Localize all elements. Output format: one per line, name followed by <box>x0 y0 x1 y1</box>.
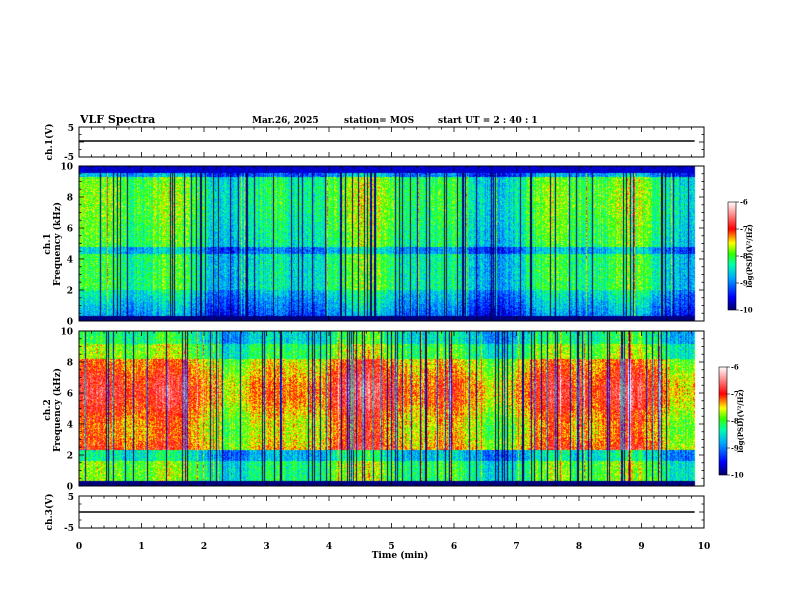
colorbar-tick-label: -6 <box>731 363 739 372</box>
colorbar-tick-label: -7 <box>740 225 748 234</box>
y-tick-label: 4 <box>67 256 73 266</box>
ch2-colorbar <box>718 366 728 476</box>
y-tick-label: 2 <box>67 452 73 462</box>
x-tick-label: 8 <box>576 542 582 552</box>
x-tick-label: 2 <box>201 542 207 552</box>
ch1-ytick-top: 5 <box>68 124 74 134</box>
ch1-ytick-bottom: -5 <box>64 153 74 163</box>
y-tick-label: 10 <box>60 328 73 338</box>
colorbar-tick-label: -7 <box>731 390 739 399</box>
y-tick-label: 6 <box>67 390 73 400</box>
colorbar-tick-label: -9 <box>740 279 748 288</box>
ch1-spectrogram-image <box>79 166 704 321</box>
colorbar-tick-label: -9 <box>731 444 739 453</box>
x-tick-label: 1 <box>138 542 144 552</box>
colorbar-tick-label: -10 <box>731 471 744 480</box>
ch1-spectrogram-panel: ch.1 Frequency (kHz) log(PSD)(V²/Hz) <box>43 165 754 322</box>
y-tick-label: 0 <box>67 483 73 493</box>
colorbar-tick-label: -10 <box>740 306 753 315</box>
ch1-spec-ylabel-prefix: ch.1 <box>43 233 53 254</box>
x-tick-label: 4 <box>326 542 332 552</box>
ch1-spec-ylabel: Frequency (kHz) <box>52 202 63 286</box>
ch3-ytick-top: 5 <box>68 493 74 503</box>
ch1-colorbar <box>727 201 737 311</box>
y-tick-label: 2 <box>67 287 73 297</box>
ch2-colorbar-label: log(PSD)(V²/Hz) <box>736 389 745 453</box>
y-tick-label: 8 <box>67 194 73 204</box>
start-ut-label: start UT = 2 : 40 : 1 <box>438 116 538 126</box>
x-tick-label: 10 <box>698 542 711 552</box>
ch1-colorbar-label: log(PSD)(V²/Hz) <box>745 224 754 288</box>
y-tick-label: 8 <box>67 359 73 369</box>
ch2-spec-ylabel: Frequency (kHz) <box>52 368 63 452</box>
x-tick-label: 3 <box>263 542 269 552</box>
x-tick-label: 9 <box>638 542 644 552</box>
y-tick-label: 10 <box>60 163 73 173</box>
x-tick-label: 0 <box>76 542 82 552</box>
ch3-ytick-bottom: -5 <box>64 524 74 534</box>
x-tick-label: 5 <box>388 542 394 552</box>
colorbar-tick-label: -8 <box>740 252 748 261</box>
ch1-waveform-panel: 5 -5 ch.1(V) <box>44 124 705 163</box>
x-axis-label: Time (min) <box>372 550 429 561</box>
y-tick-label: 6 <box>67 225 73 235</box>
x-tick-label: 7 <box>513 542 519 552</box>
colorbar-tick-label: -6 <box>740 198 748 207</box>
ch3-ylabel: ch.3(V) <box>44 494 55 531</box>
y-tick-label: 0 <box>67 318 73 328</box>
axes-group: 0 1 2 3 4 5 6 7 8 9 100246810-6-7-8-9-100246810-6-… <box>60 126 753 552</box>
colorbar-tick-label: -8 <box>731 417 739 426</box>
ch2-spectrogram-image <box>79 331 704 486</box>
x-tick-label: 6 <box>451 542 457 552</box>
ch2-spectrogram-panel: ch.2 Frequency (kHz) log(PSD)(V²/Hz) <box>43 330 745 487</box>
figure-title: VLF Spectra <box>79 113 155 126</box>
ch1-ylabel: ch.1(V) <box>44 124 55 161</box>
ch2-spec-ylabel-prefix: ch.2 <box>43 399 53 420</box>
ch3-waveform-panel: 5 -5 ch.3(V) <box>44 493 705 534</box>
date-label: Mar.26, 2025 <box>252 116 319 126</box>
station-label: station= MOS <box>344 116 414 126</box>
y-tick-label: 4 <box>67 421 73 431</box>
